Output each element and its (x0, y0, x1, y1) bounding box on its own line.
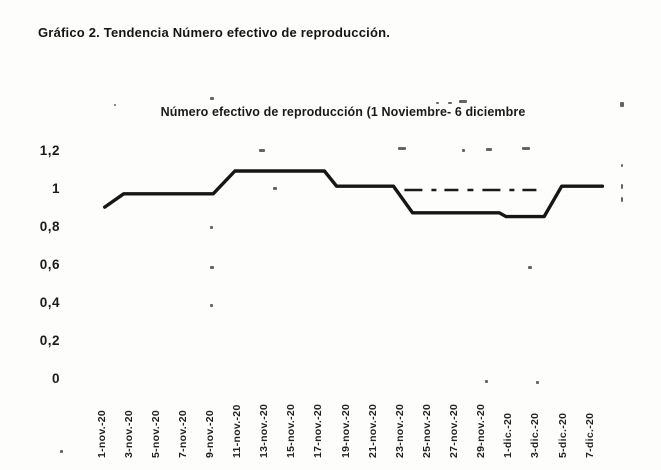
x-axis-tick-label: 23-nov.-20 (393, 403, 406, 458)
scan-speck (398, 147, 406, 150)
y-axis-tick-label: 0 (51, 371, 60, 386)
x-axis-tick-label: 15-nov.-20 (285, 403, 298, 458)
scan-speck (459, 100, 467, 103)
x-axis-tick-label: 25-nov.-20 (420, 403, 433, 458)
x-axis-tick-label: 3-dic.-20 (529, 412, 542, 458)
x-axis-tick-label: 13-nov.-20 (258, 403, 271, 458)
figure-caption: Gráfico 2. Tendencia Número efectivo de … (38, 25, 391, 40)
y-axis-tick-label: 0,6 (39, 257, 60, 272)
x-axis-tick-label: 5-dic.-20 (556, 412, 569, 458)
y-axis-tick-label: 1,2 (39, 143, 60, 158)
scan-speck (621, 197, 623, 202)
scan-speck (210, 97, 214, 100)
x-axis-tick-label: 7-dic.-20 (583, 412, 596, 458)
scan-speck (621, 164, 623, 167)
scan-speck (436, 102, 439, 104)
chart-title: Número efectivo de reproducción (1 Novie… (160, 105, 526, 119)
scan-speck (210, 226, 213, 229)
scan-speck (448, 102, 452, 104)
r-effective-line (102, 169, 605, 219)
scan-speck (528, 266, 532, 269)
scan-speck (114, 104, 116, 106)
scan-speck (485, 380, 488, 383)
scan-speck (259, 149, 265, 152)
x-axis-tick-label: 5-nov.-20 (149, 409, 162, 458)
scan-speck (486, 148, 492, 151)
scan-speck (273, 187, 277, 190)
x-axis-tick-label: 9-nov.-20 (203, 409, 216, 458)
x-axis-tick-label: 3-nov.-20 (122, 409, 135, 458)
y-axis-tick-label: 0,4 (39, 295, 60, 310)
scan-speck (522, 147, 530, 150)
x-axis-tick-label: 27-nov.-20 (448, 403, 461, 458)
scan-speck (210, 304, 213, 307)
x-axis-tick-label: 7-nov.-20 (176, 409, 189, 458)
x-axis-tick-label: 29-nov.-20 (475, 403, 488, 458)
y-axis-tick-label: 0,2 (39, 333, 60, 348)
scan-speck (210, 266, 214, 269)
y-axis-tick-label: 0,8 (39, 219, 60, 234)
scan-speck (462, 149, 465, 152)
scan-speck (536, 381, 539, 384)
scan-speck (621, 184, 623, 189)
x-axis-tick-label: 11-nov.-20 (231, 404, 244, 458)
x-axis-tick-label: 21-nov.-20 (366, 403, 379, 458)
x-axis-tick-label: 19-nov.-20 (339, 403, 352, 458)
scan-speck (620, 102, 624, 107)
scan-speck (60, 450, 63, 453)
x-axis-tick-label: 17-nov.-20 (312, 403, 325, 458)
x-axis-tick-label: 1-dic.-20 (502, 412, 515, 458)
y-axis-tick-label: 1 (51, 181, 60, 196)
x-axis-tick-label: 1-nov.-20 (95, 409, 108, 458)
